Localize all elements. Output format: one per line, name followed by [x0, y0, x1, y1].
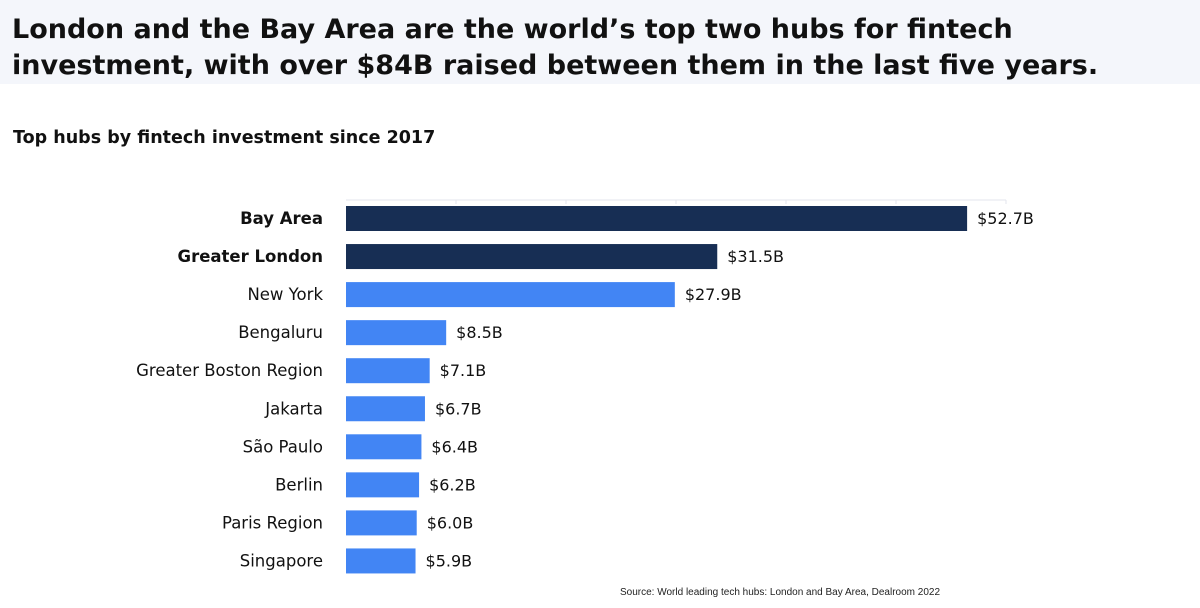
- category-label: Singapore: [240, 551, 323, 570]
- bar: [346, 396, 425, 422]
- value-label: $31.5B: [727, 247, 784, 266]
- value-label: $52.7B: [977, 209, 1034, 228]
- bar: [346, 548, 416, 574]
- value-label: $6.7B: [435, 399, 482, 418]
- source-note: Source: World leading tech hubs: London …: [620, 587, 941, 598]
- category-label: São Paulo: [243, 437, 323, 456]
- headline-band: [0, 0, 1200, 84]
- category-label: Paris Region: [222, 513, 323, 532]
- category-label: New York: [247, 285, 323, 304]
- bar: [346, 206, 968, 231]
- category-label: Berlin: [275, 475, 323, 494]
- value-label: $7.1B: [440, 361, 487, 380]
- value-label: $5.9B: [426, 551, 473, 570]
- value-label: $6.4B: [431, 437, 478, 456]
- bar-chart: Bay Area $52.7B Greater London $31.5B New Yo…: [136, 199, 1034, 574]
- bar: [346, 358, 430, 384]
- chart-title: Top hubs by fintech investment since 201…: [13, 128, 436, 148]
- value-label: $27.9B: [685, 285, 742, 304]
- category-label: Greater Boston Region: [136, 361, 323, 380]
- bar: [346, 320, 447, 346]
- category-label: Jakarta: [264, 399, 323, 418]
- category-label: Greater London: [178, 247, 323, 266]
- bar: [346, 434, 422, 460]
- category-label: Bay Area: [240, 209, 323, 228]
- bar: [346, 510, 417, 536]
- value-label: $8.5B: [456, 323, 503, 342]
- bar: [346, 282, 675, 308]
- value-label: $6.0B: [427, 513, 474, 532]
- bar: [346, 244, 718, 270]
- bar: [346, 472, 420, 498]
- category-label: Bengaluru: [238, 323, 323, 342]
- headline: London and the Bay Area are the world’s …: [12, 14, 1099, 81]
- value-label: $6.2B: [429, 475, 476, 494]
